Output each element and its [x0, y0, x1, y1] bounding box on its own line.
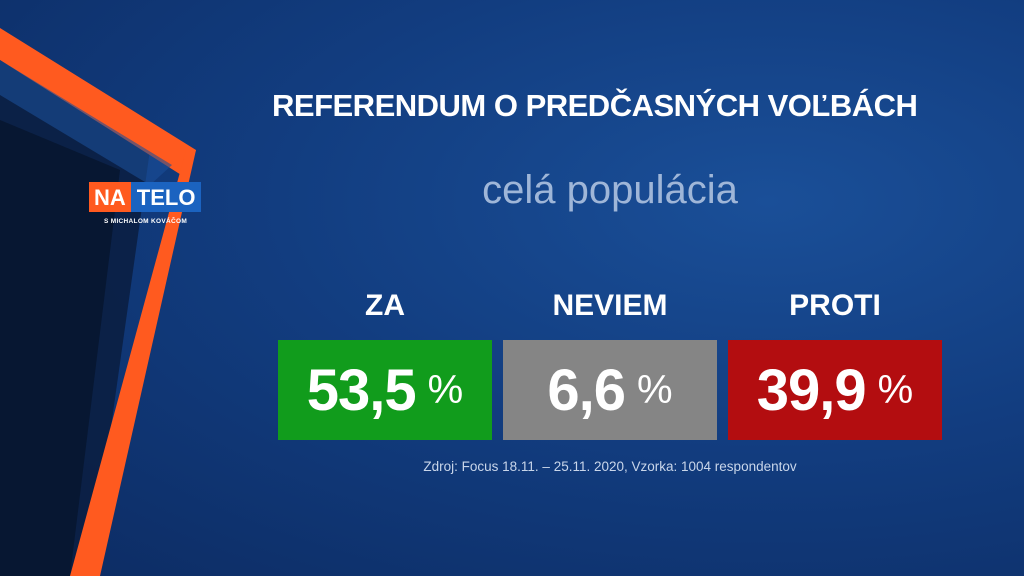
source-note: Zdroj: Focus 18.11. – 25.11. 2020, Vzork…: [423, 459, 797, 474]
value-box-proti: 39,9%: [728, 340, 942, 440]
value-label: 39,9: [756, 357, 867, 423]
value-box-za: 53,5%: [278, 340, 492, 440]
page-subtitle: celá populácia: [482, 168, 738, 212]
percent-sign: %: [637, 367, 673, 412]
natelo-logo: NA TELO: [89, 182, 202, 212]
logo-telo: TELO: [130, 182, 202, 212]
percent-sign: %: [877, 367, 914, 412]
orange-frame-right: [70, 150, 196, 576]
page-title: REFERENDUM O PREDČASNÝCH VOĽBÁCH: [272, 88, 918, 123]
value-label: 6,6: [547, 357, 626, 423]
logo-na: NA: [89, 182, 131, 212]
orange-frame-top: [0, 28, 196, 178]
logo-subtitle: S MICHALOM KOVÁČOM: [104, 218, 188, 225]
category-label-proti: PROTI: [789, 289, 881, 322]
percent-sign: %: [427, 367, 464, 412]
value-box-neviem: 6,6%: [503, 340, 717, 440]
category-label-neviem: NEVIEM: [552, 289, 668, 322]
category-label-za: ZA: [365, 289, 405, 322]
value-label: 53,5: [306, 357, 417, 423]
